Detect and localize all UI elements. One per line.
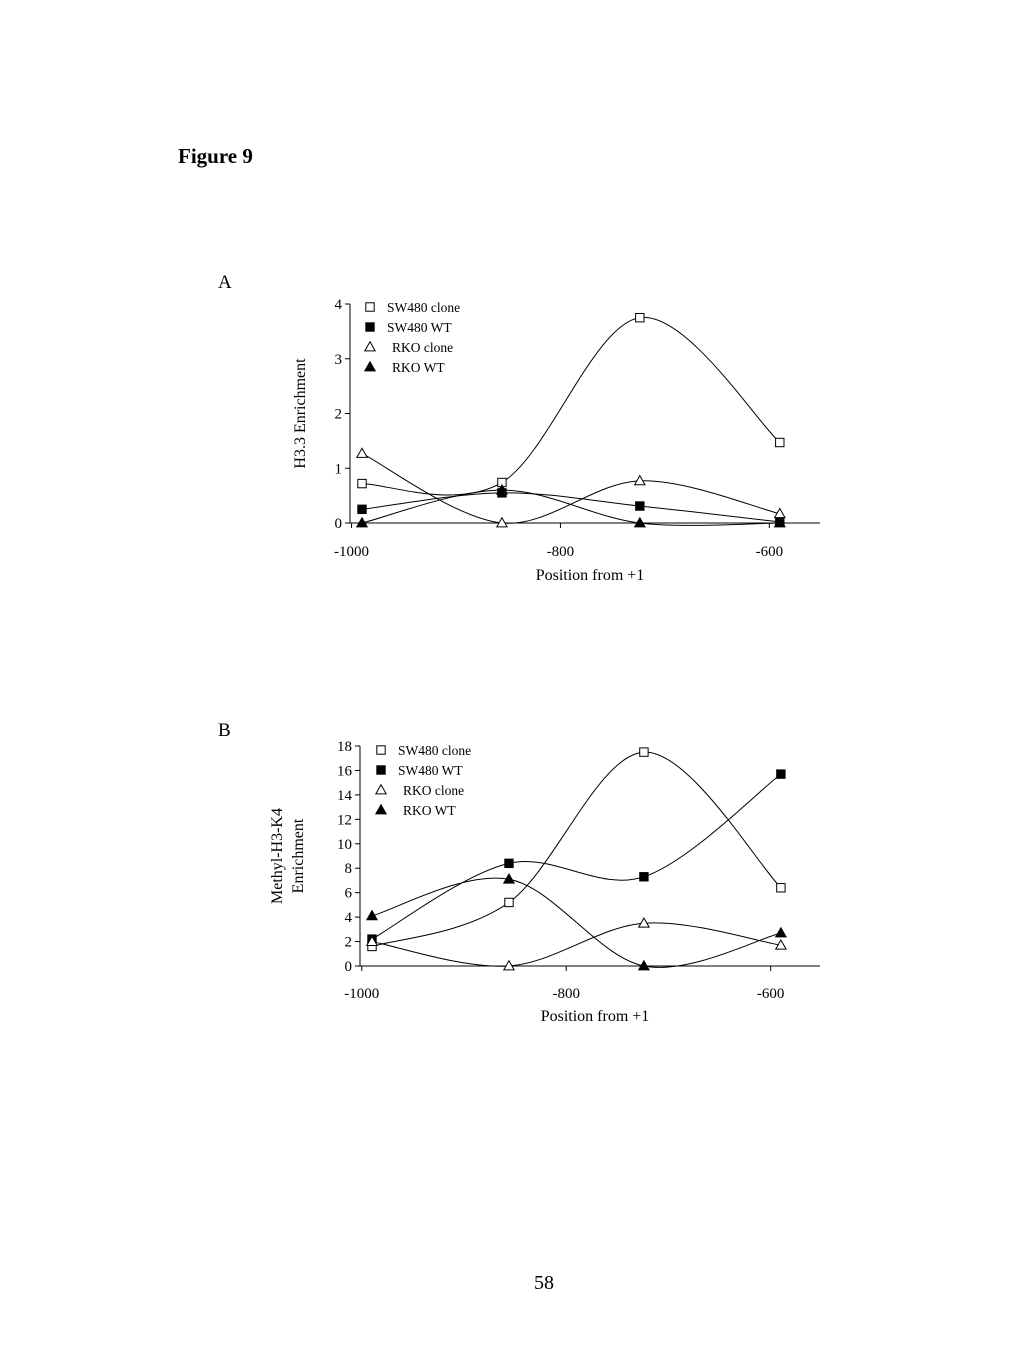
figure-title: Figure 9 (178, 144, 253, 168)
panel-b-point-sw480-clone (776, 883, 786, 893)
panel-b-x-tick-label: -1000 (344, 986, 379, 1002)
panel-b-point-sw480-wt (776, 769, 786, 779)
panel-b-y-axis-label: Methyl-H3-K4 (269, 808, 286, 904)
panel-b-series-line-sw480-clone (371, 751, 782, 947)
chart-panel-b: 0 2 4 6 8 10 12 14 16 18 -1000 -800 -600 Position fro… (269, 739, 820, 1025)
panel-b-point-sw480-clone (639, 747, 649, 757)
panel-a-legend-marker-sw480-clone (365, 302, 375, 312)
panel-a-x-axis-label: Position from +1 (536, 567, 645, 584)
panel-b-point-rko-clone (774, 939, 787, 950)
panel-a-legend-marker-rko-wt (363, 360, 377, 372)
panel-a-point-sw480-wt (357, 504, 367, 515)
panel-b-point-sw480-wt (504, 858, 514, 869)
panel-b-point-rko-wt (774, 926, 787, 938)
panel-a-point-rko-wt (495, 483, 509, 495)
panel-b-legend-marker-sw480-wt (376, 765, 386, 775)
panel-a-point-rko-wt (773, 516, 786, 528)
panel-b-y-tick-label: 16 (337, 763, 353, 779)
panel-b-legend-marker-rko-wt (374, 803, 388, 815)
panel-b-y-tick-label: 0 (345, 959, 353, 975)
panel-b-y-tick-label: 4 (345, 910, 353, 926)
panel-b-legend-marker-rko-clone (374, 783, 388, 795)
panel-a-point-rko-clone (633, 474, 646, 486)
panel-a-legend-label-sw480-clone: SW480 clone (387, 300, 460, 315)
panel-b-y-tick-label: 10 (337, 837, 352, 853)
panel-a-y-tick-label: 1 (335, 461, 343, 477)
panel-b-x-tick-label: -800 (552, 986, 580, 1002)
panel-b-y-tick-label: 2 (345, 935, 353, 951)
panel-b-y-tick-label: 6 (345, 886, 353, 902)
panel-b-point-rko-clone (502, 959, 516, 971)
panel-b-series-line-rko-wt (371, 877, 782, 968)
panel-b-legend-marker-sw480-clone (376, 745, 386, 755)
panel-a-series-line-rko-wt (361, 489, 780, 526)
panel-b-x-axis-label: Position from +1 (541, 1008, 650, 1025)
panel-b-point-rko-clone (365, 935, 379, 946)
panel-b-legend-label-sw480-clone: SW480 clone (398, 743, 471, 758)
panel-a-legend-label-rko-clone: RKO clone (392, 340, 453, 355)
panel-a-x-tick-label: -1000 (334, 544, 369, 560)
chart-panel-a: 0 1 2 3 4 -1000 -800 -600 Position from +1 H3.3 E… (292, 297, 820, 584)
panel-b-x-tick-label: -600 (757, 986, 785, 1002)
panel-a-y-tick-label: 0 (335, 516, 343, 532)
panel-b-point-sw480-clone (504, 897, 514, 908)
panel-a-series-line-sw480-clone (361, 317, 781, 496)
panel-a-point-sw480-clone (357, 478, 367, 489)
panel-b-letter: B (218, 720, 231, 741)
panel-a-series-line-sw480-wt (361, 492, 780, 523)
panel-a-legend-label-sw480-wt: SW480 WT (387, 320, 452, 335)
panel-a-point-sw480-clone (775, 437, 785, 448)
panel-b-legend-label-rko-clone: RKO clone (403, 783, 464, 798)
panel-b-legend-label-rko-wt: RKO WT (403, 803, 456, 818)
panel-a-point-rko-wt (355, 516, 369, 528)
panel-b-point-rko-wt (637, 959, 650, 971)
panel-b-y-tick-label: 14 (337, 788, 353, 804)
panel-b-point-rko-wt (365, 909, 379, 921)
panel-b-series-line-rko-clone (371, 922, 781, 967)
panel-a-legend-marker-rko-clone (363, 340, 377, 352)
panel-a-point-rko-clone (495, 516, 509, 528)
panel-b-series-line-sw480-wt (371, 773, 782, 940)
panel-a-point-sw480-clone (635, 312, 645, 323)
panel-b-y-tick-label: 12 (337, 812, 352, 828)
page-number: 58 (534, 1272, 554, 1294)
panel-a-y-tick-label: 4 (335, 297, 343, 313)
panel-a-x-tick-label: -600 (756, 544, 784, 560)
panel-a-y-axis-label: H3.3 Enrichment (292, 358, 309, 469)
panel-a-legend-label-rko-wt: RKO WT (392, 360, 445, 375)
panel-b-y-tick-label: 8 (345, 861, 353, 877)
panel-b-point-rko-clone (637, 917, 650, 928)
panel-b-point-sw480-wt (639, 872, 649, 882)
panel-b-y-axis-label: Enrichment (290, 818, 307, 893)
panel-a-point-sw480-wt (635, 501, 645, 511)
panel-a-point-rko-wt (633, 516, 646, 528)
panel-b-legend-label-sw480-wt: SW480 WT (398, 763, 463, 778)
panel-a-y-tick-label: 3 (335, 352, 343, 368)
panel-a-legend-marker-sw480-wt (365, 322, 375, 332)
panel-b-point-rko-wt (502, 873, 516, 884)
panel-a-y-tick-label: 2 (335, 407, 343, 423)
panel-b-y-tick-label: 18 (337, 739, 352, 755)
panel-a-x-tick-label: -800 (547, 544, 575, 560)
panel-a-letter: A (218, 272, 232, 293)
panel-a-point-rko-clone (355, 447, 369, 458)
